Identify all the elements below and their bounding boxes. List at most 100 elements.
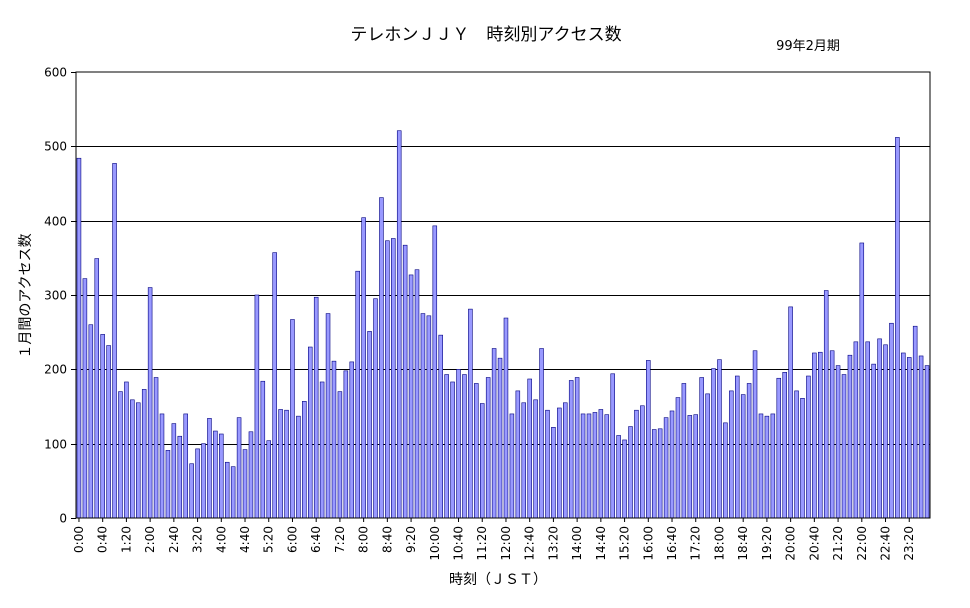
bar: [88, 324, 94, 519]
bar: [574, 377, 580, 519]
bar: [153, 377, 159, 519]
bar: [201, 443, 206, 519]
bar: [901, 352, 906, 519]
x-tick-label: 4:00: [214, 526, 228, 553]
bar: [675, 397, 681, 519]
bar: [557, 407, 562, 519]
x-tick-label: 7:20: [333, 526, 347, 553]
bar: [177, 435, 183, 519]
bar: [883, 344, 888, 519]
bar: [776, 377, 782, 519]
bar: [402, 244, 408, 519]
bar: [580, 413, 586, 519]
bar: [497, 357, 503, 519]
x-tick-label: 23:20: [902, 526, 916, 561]
x-tick-label: 8:00: [357, 526, 371, 553]
bar: [533, 399, 538, 519]
x-tick-label: 17:20: [689, 526, 703, 561]
bar: [171, 423, 177, 519]
bar: [462, 374, 467, 519]
bar: [693, 414, 698, 519]
bar: [349, 361, 355, 519]
x-tick-label: 4:40: [238, 526, 252, 553]
bar: [859, 242, 865, 519]
chart-title: テレホンＪＪＹ 時刻別アクセス数: [350, 25, 621, 45]
bar: [254, 294, 260, 519]
y-axis-label: １月間のアクセス数: [18, 233, 34, 358]
bar: [224, 461, 230, 519]
bar: [468, 308, 473, 519]
bar: [509, 413, 515, 519]
x-tick-label: 15:20: [618, 526, 632, 561]
x-tick-label: 16:40: [665, 526, 679, 561]
x-tick-label: 6:00: [285, 526, 299, 553]
y-axis: 0 100 200 300 400 500 600: [44, 66, 76, 526]
bar: [444, 374, 449, 519]
bar: [272, 252, 277, 519]
bar: [770, 413, 776, 519]
bar: [598, 409, 604, 519]
x-tick-label: 18:40: [736, 526, 750, 561]
bar: [669, 410, 675, 519]
bar: [426, 315, 432, 519]
bar: [586, 413, 592, 519]
bar: [752, 350, 758, 519]
bar: [385, 240, 390, 519]
bar: [699, 377, 704, 519]
bar: [124, 381, 129, 519]
bar: [515, 390, 521, 519]
bar: [230, 466, 236, 519]
bar: [367, 331, 372, 519]
x-tick-label: 0:40: [96, 526, 110, 553]
bar: [313, 296, 319, 519]
x-tick-label: 20:00: [784, 526, 798, 561]
bar: [800, 398, 805, 519]
bar: [723, 422, 728, 519]
bar: [646, 360, 651, 519]
bar: [479, 403, 485, 519]
bar: [563, 402, 568, 519]
bar: [912, 325, 918, 519]
bar: [325, 313, 331, 519]
bar: [242, 449, 248, 519]
y-tick-label: 300: [44, 289, 67, 303]
bar: [307, 346, 313, 519]
bar: [379, 197, 384, 519]
bar: [420, 313, 426, 519]
bar: [94, 258, 100, 519]
x-tick-label: 2:40: [167, 526, 181, 553]
bar: [361, 217, 366, 519]
bar: [853, 341, 859, 519]
bar: [705, 393, 710, 519]
bar: [236, 417, 242, 519]
y-tick-label: 200: [44, 363, 67, 377]
bar: [877, 338, 882, 519]
bar: [432, 225, 438, 519]
bar: [414, 269, 420, 519]
bar: [568, 380, 574, 519]
bar: [130, 399, 135, 519]
bar: [634, 409, 639, 519]
x-tick-label: 10:40: [452, 526, 466, 561]
bar: [871, 363, 876, 519]
bar: [159, 413, 165, 519]
bar: [438, 334, 443, 519]
x-tick-label: 19:20: [760, 526, 774, 561]
bar: [847, 354, 853, 519]
bar: [711, 368, 716, 519]
bar: [729, 390, 734, 519]
x-tick-label: 6:40: [309, 526, 323, 553]
x-tick-label: 21:20: [831, 526, 845, 561]
x-tick-label: 13:20: [546, 526, 560, 561]
bar: [183, 413, 188, 519]
bar: [889, 322, 894, 519]
bar: [331, 360, 337, 519]
bar: [396, 130, 402, 519]
x-tick-label: 5:20: [262, 526, 276, 553]
bar: [895, 137, 900, 519]
bar: [491, 348, 497, 519]
bar: [663, 417, 669, 519]
bar: [551, 427, 556, 519]
x-tick-label: 11:20: [475, 526, 489, 561]
